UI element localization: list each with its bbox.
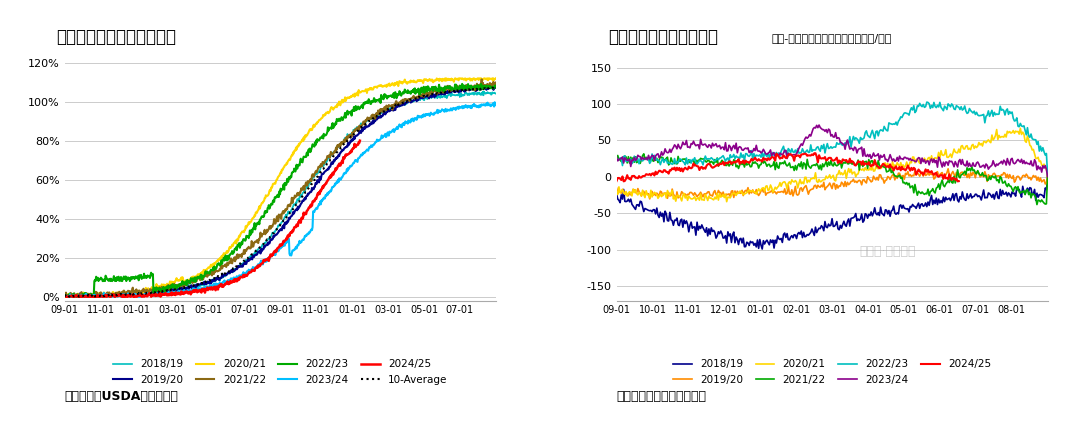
Text: 美湾-帕拉纳瓜港口大豆价差（美元/吨）: 美湾-帕拉纳瓜港口大豆价差（美元/吨） [772, 33, 892, 43]
Text: 公众号·国富研究: 公众号·国富研究 [860, 244, 916, 258]
Legend: 2018/19, 2019/20, 2020/21, 2021/22, 2022/23, 2023/24, 2024/25: 2018/19, 2019/20, 2020/21, 2021/22, 2022… [669, 355, 996, 389]
Legend: 2018/19, 2019/20, 2020/21, 2021/22, 2022/23, 2023/24, 2024/25, 10-Average: 2018/19, 2019/20, 2020/21, 2021/22, 2022… [109, 355, 451, 389]
Text: 图：美豆出口销售进度情况: 图：美豆出口销售进度情况 [56, 28, 176, 46]
Text: 数据来源：USDA，国富期货: 数据来源：USDA，国富期货 [65, 390, 178, 403]
Text: 数据来源：路透，国富期货: 数据来源：路透，国富期货 [617, 390, 706, 403]
Text: 图：美豆性价比逐渐丧失: 图：美豆性价比逐渐丧失 [608, 28, 718, 46]
